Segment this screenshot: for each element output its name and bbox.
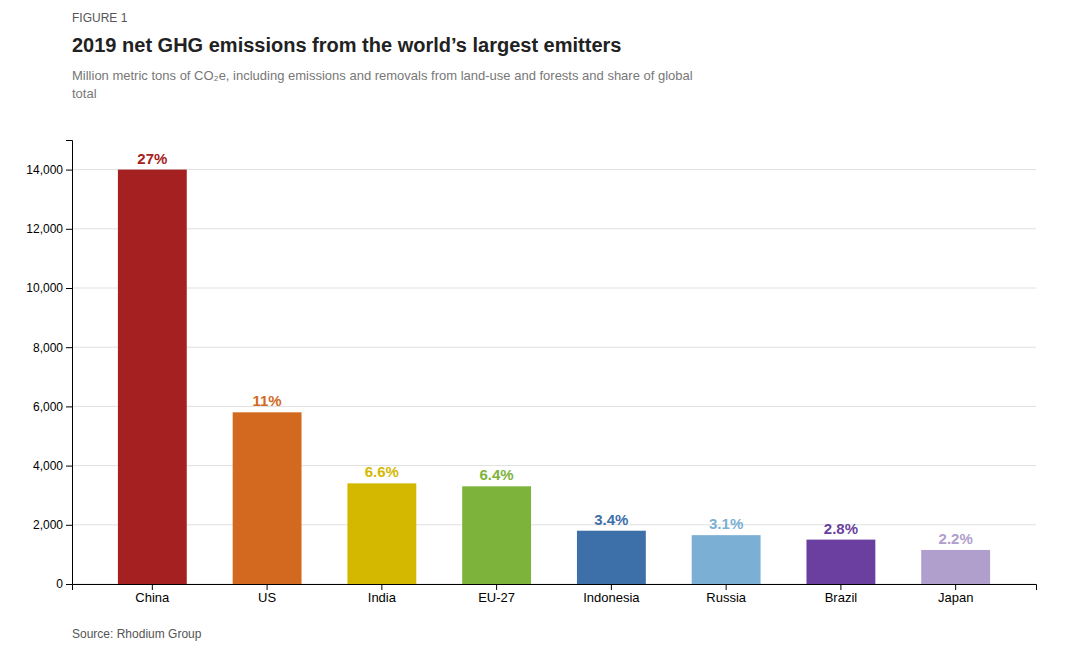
y-tick: 2,000 [33,518,72,532]
bar [347,483,416,584]
x-tick-mark [152,584,153,590]
grid-line [72,406,1036,407]
source: Source: Rhodium Group [72,627,202,641]
x-tick-mark [955,584,956,590]
y-tick-mark [66,584,72,585]
y-tick: 8,000 [33,341,72,355]
y-tick-label: 0 [56,577,63,591]
share-labels: 27% 11% 6.6% 6.4% 3.4% 3.1% 2.8% 2.2% [137,150,972,547]
x-tick: EU-27 [478,584,515,605]
bar [462,486,531,584]
y-tick-label: 14,000 [26,163,63,177]
bar [233,412,302,584]
title: 2019 net GHG emissions from the world’s … [72,34,621,56]
y-tick-mark [66,229,72,230]
y-tick-label: 6,000 [33,400,63,414]
y-tick-label: 2,000 [33,518,63,532]
share-label: 2.8% [824,520,858,537]
bar [692,535,761,584]
x-tick: Indonesia [583,584,640,605]
share-label: 3.4% [594,511,628,528]
x-tick: Brazil [825,584,858,605]
x-tick-mark [496,584,497,590]
bar [118,170,187,584]
x-tick-mark [611,584,612,590]
grid-line [72,288,1036,289]
x-tick-label: US [258,590,276,605]
y-tick-mark [66,466,72,467]
grid [72,170,1036,584]
x-tick: Russia [706,584,747,605]
y-tick: 0 [56,577,72,591]
bar [921,550,990,584]
x-tick-mark [840,584,841,590]
y-tick-label: 4,000 [33,459,63,473]
y-tick: 10,000 [26,281,72,295]
figure-label: FIGURE 1 [72,11,128,25]
y-axis: 0 2,000 4,000 6,000 8,000 10,000 12,000 14,000 [26,141,72,592]
x-tick: Japan [938,584,973,605]
y-tick-mark [66,170,72,171]
plot: 27% 11% 6.6% 6.4% 3.4% 3.1% 2.8% 2.2% 0 2,000 4,00… [26,141,1036,606]
y-tick-mark [66,288,72,289]
x-tick-label: Brazil [825,590,858,605]
grid-line [72,228,1036,229]
share-label: 3.1% [709,515,743,532]
x-tick-mark [726,584,727,590]
share-label: 11% [252,392,281,409]
bars [118,170,990,584]
share-label: 27% [137,150,167,167]
y-tick-mark [66,406,72,407]
grid-line [72,169,1036,170]
bar [577,531,646,584]
subtitle-line: total [72,86,97,101]
x-tick-label: China [135,590,170,605]
x-tick-label: India [368,590,397,605]
subtitle-line: Million metric tons of CO₂e, including e… [72,68,693,83]
share-label: 2.2% [939,530,973,547]
y-tick: 6,000 [33,400,72,414]
grid-line [72,524,1036,525]
x-tick-label: EU-27 [478,590,515,605]
y-tick: 14,000 [26,163,72,177]
grid-line [72,347,1036,348]
x-tick: India [368,584,397,605]
x-tick-label: Japan [938,590,973,605]
share-label: 6.6% [365,463,399,480]
x-tick: US [258,584,276,605]
header: FIGURE 1 2019 net GHG emissions from the … [72,11,693,101]
x-tick-label: Russia [706,590,747,605]
y-tick: 12,000 [26,222,72,236]
y-tick-label: 12,000 [26,222,63,236]
x-tick-mark [381,584,382,590]
x-axis-line [73,585,1037,591]
x-axis: China US India EU-27 Indonesia Russia Brazil Ja… [73,584,1037,605]
share-label: 6.4% [480,466,514,483]
y-tick-label: 8,000 [33,341,63,355]
y-axis-line [66,141,73,585]
grid-line [72,465,1036,466]
y-tick-mark [66,525,72,526]
x-tick: China [135,584,170,605]
y-tick-label: 10,000 [26,281,63,295]
y-tick: 4,000 [33,459,72,473]
bar [806,540,875,584]
x-tick-mark [267,584,268,590]
x-tick-label: Indonesia [583,590,640,605]
chart: FIGURE 1 2019 net GHG emissions from the … [0,0,1066,654]
subtitle: Million metric tons of CO₂e, including e… [72,68,693,101]
y-tick-mark [66,347,72,348]
